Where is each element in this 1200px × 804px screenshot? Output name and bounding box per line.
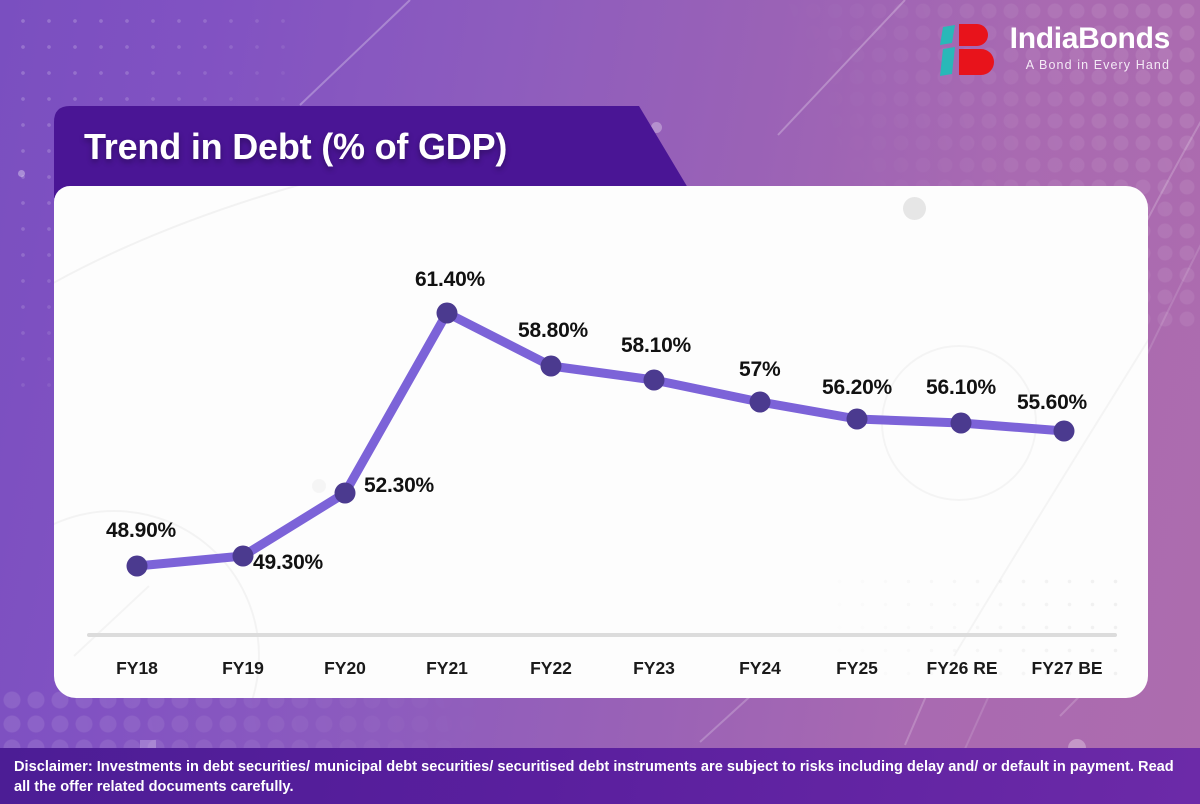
data-label-fy24: 57% — [739, 358, 781, 381]
dot-accent-tiny — [18, 170, 25, 177]
line-chart-plot: 48.90% 49.30% 52.30% 61.40% 58.80% 58.10… — [54, 186, 1148, 698]
data-label-fy25: 56.20% — [822, 376, 893, 399]
data-label-fy22: 58.80% — [518, 319, 589, 342]
x-tick-fy26re: FY26 RE — [926, 658, 998, 678]
data-label-fy20: 52.30% — [364, 474, 435, 497]
x-tick-fy20: FY20 — [324, 658, 366, 678]
x-tick-fy23: FY23 — [633, 658, 675, 678]
x-tick-fy25: FY25 — [836, 658, 878, 678]
brand-name: IndiaBonds — [1009, 22, 1171, 56]
title-banner: Trend in Debt (% of GDP) — [54, 106, 694, 198]
indiabonds-b-logo-icon — [939, 24, 994, 76]
card-dot-pattern — [828, 570, 1128, 690]
data-label-fy23: 58.10% — [621, 334, 692, 357]
banner-shape — [54, 106, 694, 198]
data-label-fy21: 61.40% — [415, 268, 486, 291]
data-label-fy19: 49.30% — [253, 551, 324, 574]
x-tick-fy27be: FY27 BE — [1031, 658, 1103, 678]
x-tick-fy21: FY21 — [426, 658, 468, 678]
chart-series-svg — [126, 302, 1075, 577]
brand-logo: IndiaBonds A Bond in Every Hand — [939, 17, 1170, 79]
page-title: Trend in Debt (% of GDP) — [84, 126, 508, 167]
x-tick-fy22: FY22 — [530, 658, 572, 678]
brand-tagline: A Bond in Every Hand — [1025, 57, 1170, 72]
debt-trend-line — [132, 308, 1069, 571]
x-tick-fy18: FY18 — [116, 658, 158, 678]
data-label-fy18: 48.90% — [106, 519, 177, 542]
disclaimer-bar: Disclaimer: Investments in debt securiti… — [0, 748, 1200, 804]
data-label-fy26: 56.10% — [926, 376, 997, 399]
debt-trend-markers — [126, 302, 1075, 577]
data-label-fy27: 55.60% — [1017, 391, 1088, 414]
card-circle-accent — [903, 197, 926, 220]
x-axis-line — [87, 633, 1117, 637]
disclaimer-text: Disclaimer: Investments in debt securiti… — [14, 759, 1174, 796]
chart-card: 48.90% 49.30% 52.30% 61.40% 58.80% 58.10… — [54, 186, 1148, 698]
x-tick-fy19: FY19 — [222, 658, 264, 678]
x-tick-fy24: FY24 — [739, 658, 781, 678]
